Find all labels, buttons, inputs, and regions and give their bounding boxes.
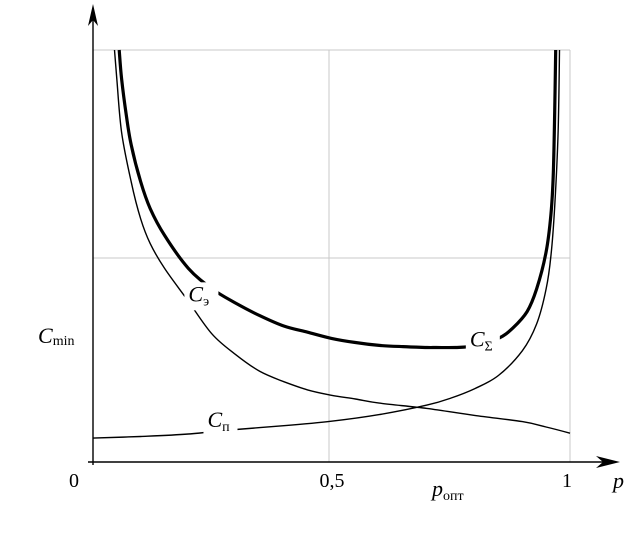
series-label-sub-0: Σ — [485, 340, 493, 355]
series-label-letter-1: C — [188, 281, 203, 306]
x-tick-0: 0 — [69, 470, 79, 492]
grid — [93, 49, 571, 462]
y-axis-label: Cmin — [38, 323, 74, 349]
series-label-1: Cэ — [188, 281, 209, 309]
series-label-sub-1: э — [203, 294, 209, 309]
p-opt-sub: опт — [443, 489, 464, 504]
series-label-sub-2: п — [222, 420, 230, 435]
series-line-2 — [92, 49, 561, 439]
series-label-bg-0 — [465, 327, 500, 356]
p-opt-label: pопт — [430, 476, 464, 504]
y-axis-arrow — [88, 4, 98, 26]
y-axis-sub: min — [53, 334, 75, 349]
series-label-letter-2: C — [207, 407, 222, 432]
x-tick-0-5: 0,5 — [320, 470, 345, 492]
p-opt-letter: p — [430, 476, 443, 501]
series-label-bg-2 — [203, 407, 238, 436]
series-line-0 — [117, 49, 558, 350]
series-label-0: CΣ — [470, 327, 493, 355]
y-axis-letter: C — [38, 323, 53, 348]
series-label-bg-1 — [184, 282, 219, 311]
x-axis-label: p — [611, 468, 624, 493]
x-axis-arrow — [596, 456, 620, 468]
series-label-2: Cп — [207, 407, 230, 435]
series-line-1 — [113, 49, 571, 434]
series-layer — [92, 49, 571, 439]
axes — [88, 4, 620, 468]
x-tick-1: 1 — [562, 470, 572, 492]
series-label-letter-0: C — [470, 327, 485, 352]
